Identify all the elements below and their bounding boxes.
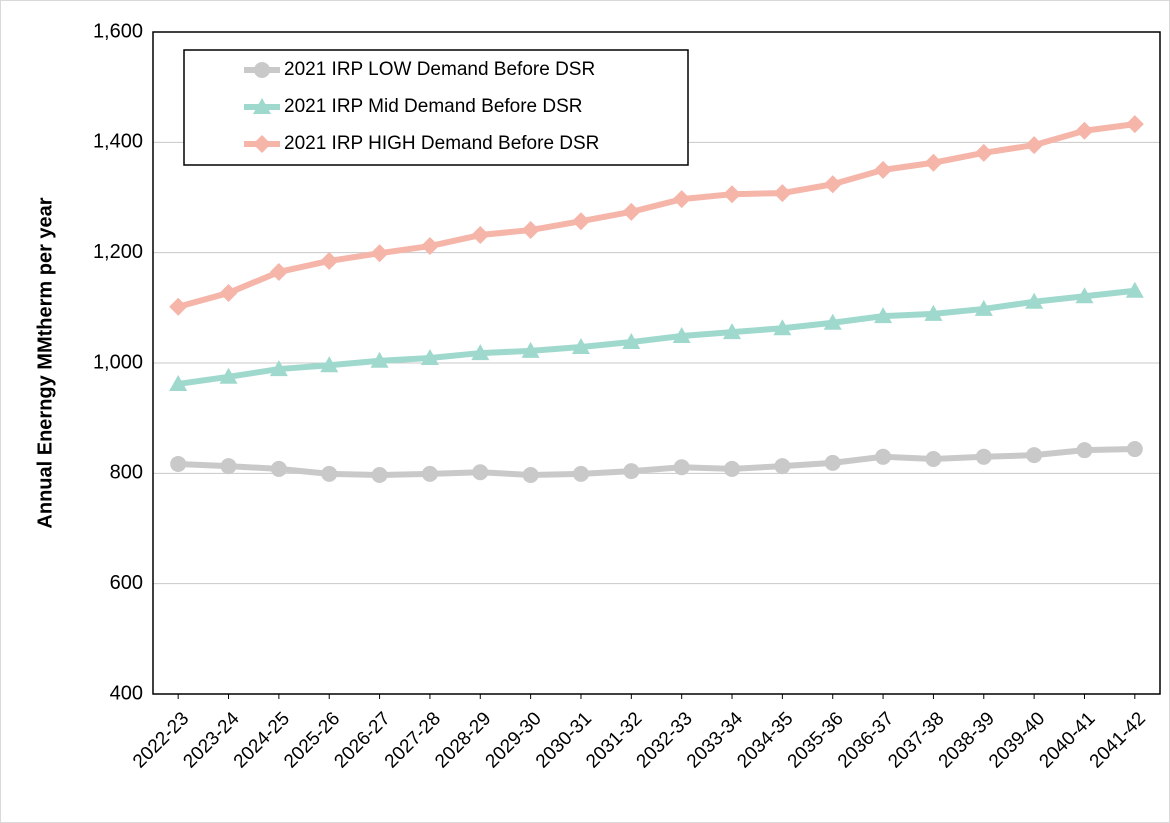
y-tick-label: 1,000 <box>93 351 143 373</box>
legend-label: 2021 IRP Mid Demand Before DSR <box>284 96 583 117</box>
data-point <box>371 466 388 483</box>
data-point <box>673 459 690 476</box>
y-tick-label: 1,200 <box>93 241 143 263</box>
data-point <box>571 338 590 355</box>
data-point <box>774 458 791 475</box>
data-point <box>875 448 892 465</box>
data-point <box>823 313 842 330</box>
data-point <box>320 251 339 270</box>
data-point <box>521 221 540 240</box>
data-point <box>823 175 842 194</box>
data-point <box>370 244 389 263</box>
data-point <box>1125 281 1144 298</box>
data-point <box>925 450 942 467</box>
data-point <box>1075 121 1094 140</box>
y-tick-label: 400 <box>110 682 143 704</box>
data-point <box>269 360 288 377</box>
data-point <box>522 466 539 483</box>
data-point <box>874 160 893 179</box>
legend-marker <box>253 135 271 153</box>
data-point <box>974 143 993 162</box>
data-point <box>472 464 489 481</box>
data-point <box>924 153 943 172</box>
data-point <box>824 454 841 471</box>
legend-marker <box>253 98 271 114</box>
data-point <box>974 299 993 316</box>
data-point <box>320 356 339 373</box>
data-point <box>571 212 590 231</box>
legend-marker <box>254 62 270 78</box>
data-point <box>724 460 741 477</box>
data-point <box>219 367 238 384</box>
data-point <box>874 307 893 324</box>
y-tick-label: 1,400 <box>93 131 143 153</box>
legend-label: 2021 IRP LOW Demand Before DSR <box>284 59 595 80</box>
data-point <box>1125 115 1144 134</box>
data-point <box>420 349 439 366</box>
plot-border <box>152 31 1161 695</box>
series-line <box>177 121 1136 310</box>
data-point <box>723 323 742 340</box>
data-point <box>170 455 187 472</box>
y-tick-label: 800 <box>110 462 143 484</box>
data-point <box>1126 441 1143 458</box>
data-point <box>1075 287 1094 304</box>
data-point <box>622 202 641 221</box>
data-point <box>773 319 792 336</box>
data-point <box>1026 447 1043 464</box>
data-point <box>321 465 338 482</box>
data-point <box>622 333 641 350</box>
data-point <box>773 184 792 203</box>
data-point <box>672 190 691 209</box>
data-point <box>471 226 490 245</box>
y-axis-label: Annual Enerngy MMtherm per year <box>34 197 56 528</box>
data-point <box>420 237 439 256</box>
data-point <box>1025 292 1044 309</box>
data-point <box>672 326 691 343</box>
data-point <box>169 374 188 391</box>
data-point <box>572 465 589 482</box>
data-point <box>421 465 438 482</box>
data-point <box>269 262 288 281</box>
data-point <box>1025 136 1044 155</box>
y-tick-label: 1,600 <box>93 20 143 42</box>
data-point <box>471 344 490 361</box>
data-point <box>370 351 389 368</box>
data-point <box>270 460 287 477</box>
data-point <box>219 283 238 302</box>
data-point <box>723 185 742 204</box>
legend: 2021 IRP LOW Demand Before DSR 2021 IRP M… <box>183 49 689 166</box>
data-point <box>924 304 943 321</box>
data-point <box>220 458 237 475</box>
y-tick-label: 600 <box>110 572 143 594</box>
data-point <box>521 341 540 358</box>
legend-label: 2021 IRP HIGH Demand Before DSR <box>284 133 599 154</box>
data-point <box>1076 442 1093 459</box>
data-point <box>623 463 640 480</box>
data-point <box>169 297 188 316</box>
series-line <box>178 446 1135 478</box>
series-line <box>177 287 1136 387</box>
data-point <box>975 448 992 465</box>
